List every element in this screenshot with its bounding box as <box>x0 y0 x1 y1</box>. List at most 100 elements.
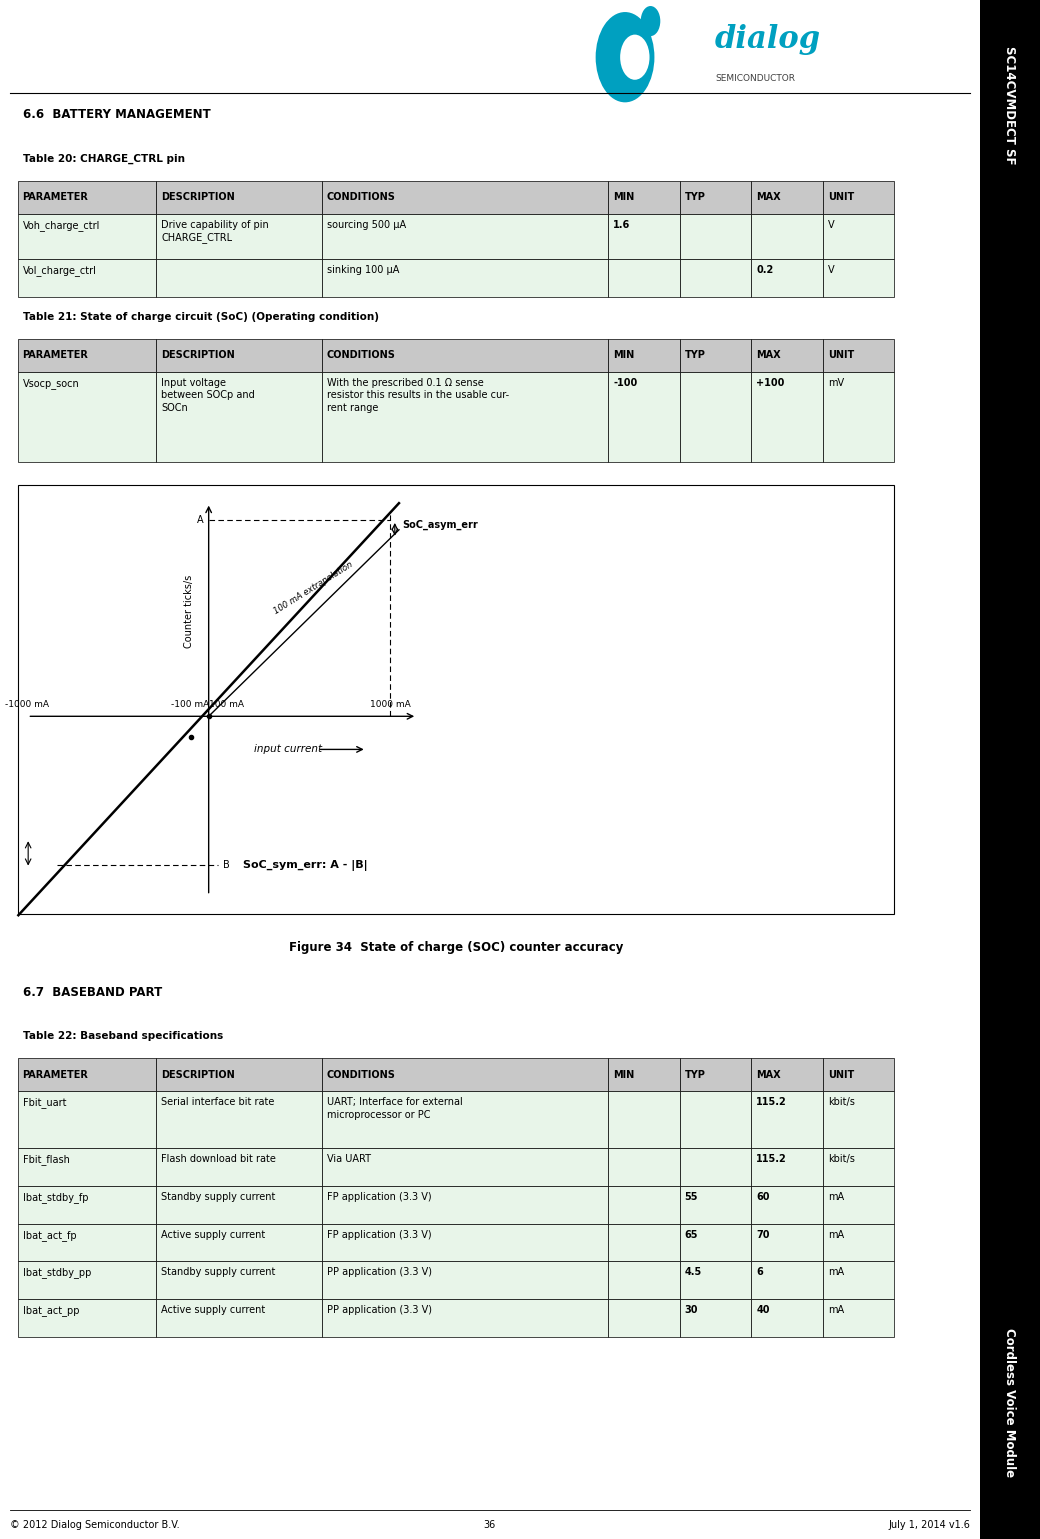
Bar <box>321 1262 608 1299</box>
Bar <box>680 372 751 462</box>
Text: Ibat_stdby_fp: Ibat_stdby_fp <box>23 1193 88 1203</box>
Text: V: V <box>828 220 834 229</box>
Text: 0.2: 0.2 <box>756 265 774 275</box>
Text: UNIT: UNIT <box>828 1070 854 1080</box>
Bar <box>680 1059 751 1091</box>
Bar <box>321 372 608 462</box>
Bar <box>18 214 156 259</box>
Bar <box>321 259 608 297</box>
Text: Vol_charge_ctrl: Vol_charge_ctrl <box>23 265 97 275</box>
Text: TYP: TYP <box>684 192 705 202</box>
Text: Drive capability of pin
CHARGE_CTRL: Drive capability of pin CHARGE_CTRL <box>161 220 269 243</box>
Bar <box>751 180 823 214</box>
Text: Vsocp_socn: Vsocp_socn <box>23 377 79 389</box>
Bar <box>751 1148 823 1187</box>
Text: DESCRIPTION: DESCRIPTION <box>161 1070 235 1080</box>
Text: PARAMETER: PARAMETER <box>23 192 88 202</box>
Bar <box>608 1091 680 1148</box>
Bar <box>823 180 894 214</box>
Text: 30: 30 <box>684 1305 698 1314</box>
Bar <box>156 1059 321 1091</box>
Bar <box>680 1091 751 1148</box>
Text: SoC_sym_err: A - |B|: SoC_sym_err: A - |B| <box>243 860 367 871</box>
Text: kbit/s: kbit/s <box>828 1097 855 1107</box>
Bar <box>680 1262 751 1299</box>
Bar <box>156 1148 321 1187</box>
Bar <box>680 180 751 214</box>
Bar <box>156 1091 321 1148</box>
Bar <box>321 214 608 259</box>
Bar <box>608 259 680 297</box>
Text: +100: +100 <box>756 377 784 388</box>
Bar <box>156 1224 321 1262</box>
Text: mA: mA <box>828 1305 843 1314</box>
Bar <box>823 1299 894 1336</box>
Bar <box>608 1059 680 1091</box>
Bar <box>751 339 823 372</box>
Text: MIN: MIN <box>613 1070 634 1080</box>
Bar <box>823 339 894 372</box>
Text: Standby supply current: Standby supply current <box>161 1267 276 1277</box>
Text: Table 20: CHARGE_CTRL pin: Table 20: CHARGE_CTRL pin <box>23 154 184 163</box>
Bar <box>608 1224 680 1262</box>
Bar <box>156 1299 321 1336</box>
Bar <box>680 214 751 259</box>
Text: 1000 mA: 1000 mA <box>369 700 411 709</box>
Text: 100 mA: 100 mA <box>209 700 244 709</box>
Text: UNIT: UNIT <box>828 192 854 202</box>
Text: mA: mA <box>828 1230 843 1240</box>
Text: B: B <box>224 860 230 871</box>
Text: SEMICONDUCTOR: SEMICONDUCTOR <box>716 74 796 83</box>
Bar <box>156 1262 321 1299</box>
Text: TYP: TYP <box>684 1070 705 1080</box>
Bar <box>18 485 894 914</box>
Text: Ibat_stdby_pp: Ibat_stdby_pp <box>23 1267 90 1279</box>
Bar <box>608 214 680 259</box>
Text: kbit/s: kbit/s <box>828 1154 855 1165</box>
Text: FP application (3.3 V): FP application (3.3 V) <box>327 1193 432 1202</box>
Text: Via UART: Via UART <box>327 1154 370 1165</box>
Bar <box>751 1059 823 1091</box>
Bar <box>823 1187 894 1224</box>
Bar <box>321 180 608 214</box>
Text: Fbit_uart: Fbit_uart <box>23 1097 66 1108</box>
Text: sourcing 500 μA: sourcing 500 μA <box>327 220 406 229</box>
Text: 6.7  BASEBAND PART: 6.7 BASEBAND PART <box>23 986 162 999</box>
Text: PP application (3.3 V): PP application (3.3 V) <box>327 1267 432 1277</box>
Bar <box>321 1187 608 1224</box>
Text: DESCRIPTION: DESCRIPTION <box>161 192 235 202</box>
Text: -1000 mA: -1000 mA <box>5 700 50 709</box>
Text: Table 21: State of charge circuit (SoC) (Operating condition): Table 21: State of charge circuit (SoC) … <box>23 311 379 322</box>
Bar <box>18 1224 156 1262</box>
Text: input current: input current <box>254 745 322 754</box>
Bar <box>823 214 894 259</box>
Bar <box>18 1187 156 1224</box>
Bar <box>751 1187 823 1224</box>
Bar <box>751 1224 823 1262</box>
Text: Ibat_act_fp: Ibat_act_fp <box>23 1230 76 1240</box>
Text: 100 mA extrapolation: 100 mA extrapolation <box>272 560 355 616</box>
Text: Serial interface bit rate: Serial interface bit rate <box>161 1097 275 1107</box>
Text: 1.6: 1.6 <box>613 220 630 229</box>
Text: SoC_asym_err: SoC_asym_err <box>402 520 478 529</box>
Text: CONDITIONS: CONDITIONS <box>327 1070 395 1080</box>
Bar <box>608 1148 680 1187</box>
Bar <box>608 372 680 462</box>
Text: PP application (3.3 V): PP application (3.3 V) <box>327 1305 432 1314</box>
Text: 6.6  BATTERY MANAGEMENT: 6.6 BATTERY MANAGEMENT <box>23 108 210 122</box>
Text: 70: 70 <box>756 1230 770 1240</box>
Bar <box>823 372 894 462</box>
Text: -100: -100 <box>613 377 638 388</box>
Bar <box>18 339 156 372</box>
Text: July 1, 2014 v1.6: July 1, 2014 v1.6 <box>888 1521 970 1530</box>
Circle shape <box>620 34 650 80</box>
Bar <box>680 259 751 297</box>
Bar <box>751 1262 823 1299</box>
Bar <box>680 1187 751 1224</box>
Bar <box>608 1299 680 1336</box>
Bar <box>680 339 751 372</box>
Text: With the prescribed 0.1 Ω sense
resistor this results in the usable cur-
rent ra: With the prescribed 0.1 Ω sense resistor… <box>327 377 509 412</box>
Bar <box>321 1299 608 1336</box>
Text: Input voltage
between SOCp and
SOCn: Input voltage between SOCp and SOCn <box>161 377 255 412</box>
Circle shape <box>641 6 660 35</box>
